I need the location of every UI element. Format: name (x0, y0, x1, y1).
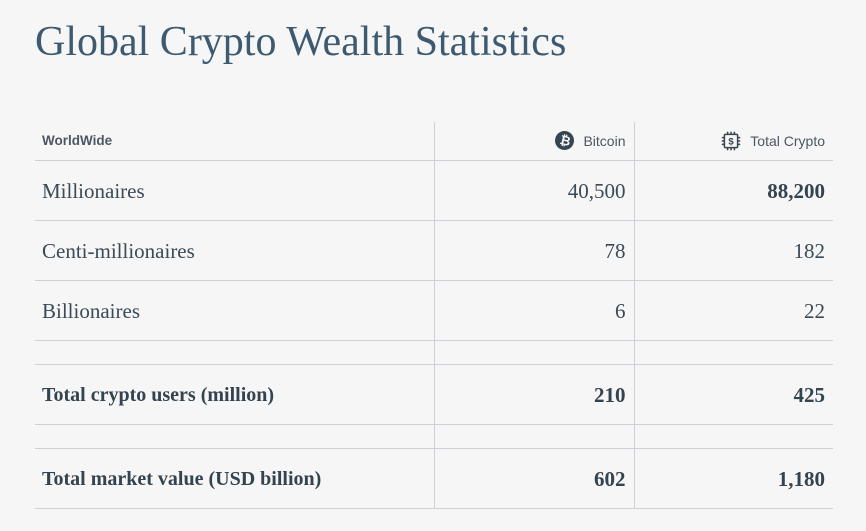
bitcoin-column-label: Bitcoin (583, 132, 626, 149)
table-row-billionaires: Billionaires 6 22 (35, 280, 833, 341)
total-crypto-value: 88,200 (633, 160, 833, 221)
spacer-row (35, 340, 833, 365)
row-label: Billionaires (35, 280, 434, 341)
bitcoin-value: 210 (433, 364, 634, 425)
bitcoin-value: 78 (433, 220, 634, 281)
bitcoin-value: 40,500 (433, 160, 634, 221)
total-crypto-value: 182 (633, 220, 833, 281)
svg-text:$: $ (729, 136, 735, 147)
table-header-row: WorldWide ₿ Bitcoin (35, 122, 833, 161)
column-header-worldwide: WorldWide (35, 122, 434, 161)
spacer-row (35, 424, 833, 449)
page-title: Global Crypto Wealth Statistics (35, 19, 567, 65)
total-crypto-value: 425 (633, 364, 833, 425)
column-header-total-crypto: $ Total Crypto (633, 122, 833, 161)
table-row-centi-millionaires: Centi-millionaires 78 182 (35, 220, 833, 281)
row-label: Centi-millionaires (35, 220, 434, 281)
column-header-bitcoin: ₿ Bitcoin (433, 122, 634, 161)
table-row-millionaires: Millionaires 40,500 88,200 (35, 160, 833, 221)
row-label: Total crypto users (million) (35, 364, 434, 425)
row-label: Millionaires (35, 160, 434, 221)
total-crypto-value: 1,180 (633, 448, 833, 509)
bitcoin-value: 602 (433, 448, 634, 509)
row-label: Total market value (USD billion) (35, 448, 434, 509)
crypto-wealth-table: WorldWide ₿ Bitcoin (35, 122, 833, 509)
table-row-total-crypto-users: Total crypto users (million) 210 425 (35, 364, 833, 425)
table-row-total-market-value: Total market value (USD billion) 602 1,1… (35, 448, 833, 509)
bitcoin-icon: ₿ (555, 131, 575, 151)
bitcoin-value: 6 (433, 280, 634, 341)
total-crypto-column-label: Total Crypto (750, 132, 825, 149)
total-crypto-value: 22 (633, 280, 833, 341)
chip-dollar-icon: $ (722, 131, 741, 150)
page: Global Crypto Wealth Statistics WorldWid… (0, 21, 866, 531)
